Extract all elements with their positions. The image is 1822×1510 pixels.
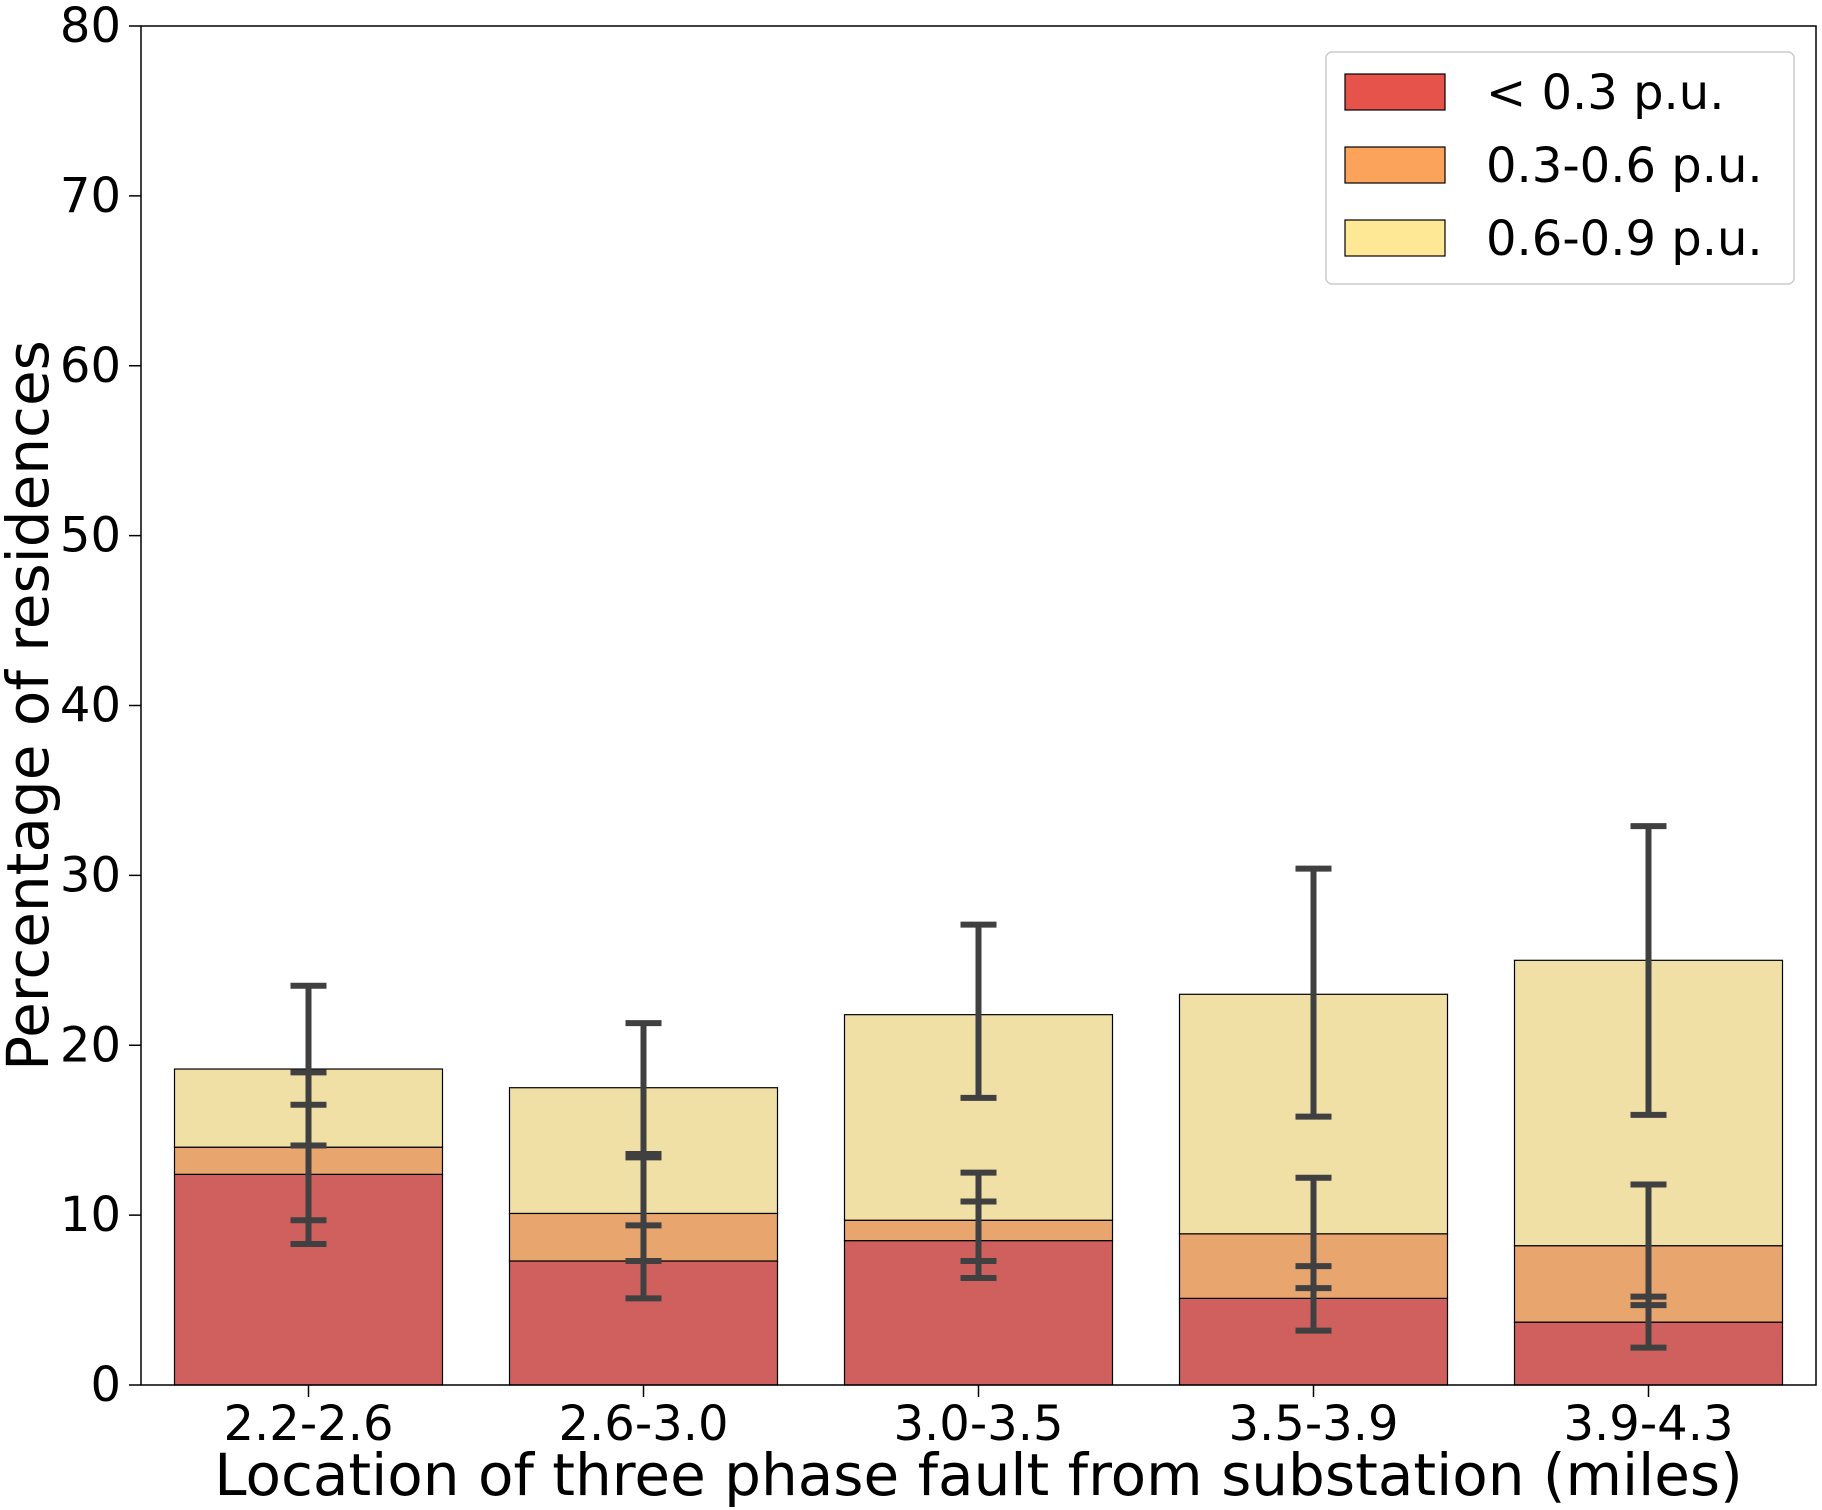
error-bar	[960, 1169, 997, 1264]
x-tick-label: 3.0-3.5	[894, 1396, 1064, 1452]
error-bar	[1630, 1181, 1667, 1309]
y-tick-label: 30	[60, 847, 121, 903]
error-bars-layer	[290, 823, 1667, 1351]
x-axis-title: Location of three phase fault from subst…	[214, 1441, 1743, 1509]
error-bar	[625, 1154, 662, 1264]
x-tick-label: 2.2-2.6	[224, 1396, 394, 1452]
legend-label: < 0.3 p.u.	[1486, 65, 1724, 121]
y-tick-label: 10	[60, 1187, 121, 1243]
error-bar	[960, 921, 997, 1101]
y-tick-label: 70	[60, 168, 121, 224]
y-axis: 0 10 20 30 40 50 60 70 80	[60, 0, 141, 1413]
error-bar	[625, 1020, 662, 1157]
legend: < 0.3 p.u. 0.3-0.6 p.u. 0.6-0.9 p.u.	[1325, 51, 1795, 285]
y-tick-label: 40	[60, 678, 121, 734]
y-tick-label: 20	[60, 1017, 121, 1073]
legend-label: 0.3-0.6 p.u.	[1486, 138, 1763, 194]
legend-label: 0.6-0.9 p.u.	[1486, 211, 1763, 267]
y-axis-title: Percentage of residences	[0, 340, 62, 1071]
error-bar	[1295, 1174, 1332, 1292]
x-tick-label: 3.5-3.9	[1229, 1396, 1399, 1452]
legend-swatch	[1344, 219, 1446, 257]
legend-swatch	[1344, 146, 1446, 184]
x-tick-label: 3.9-4.3	[1564, 1396, 1734, 1452]
error-bar	[290, 982, 327, 1149]
y-tick-label: 50	[60, 508, 121, 564]
y-tick-label: 0	[90, 1357, 121, 1413]
legend-swatch	[1344, 73, 1446, 111]
x-tick-label: 2.6-3.0	[559, 1396, 729, 1452]
y-tick-label: 80	[60, 0, 121, 54]
x-axis: 2.2-2.6 2.6-3.0 3.0-3.5 3.5-3.9 3.9-4.3	[224, 1385, 1734, 1452]
error-bar	[1295, 865, 1332, 1120]
y-tick-label: 60	[60, 338, 121, 394]
error-bar	[1630, 823, 1667, 1118]
